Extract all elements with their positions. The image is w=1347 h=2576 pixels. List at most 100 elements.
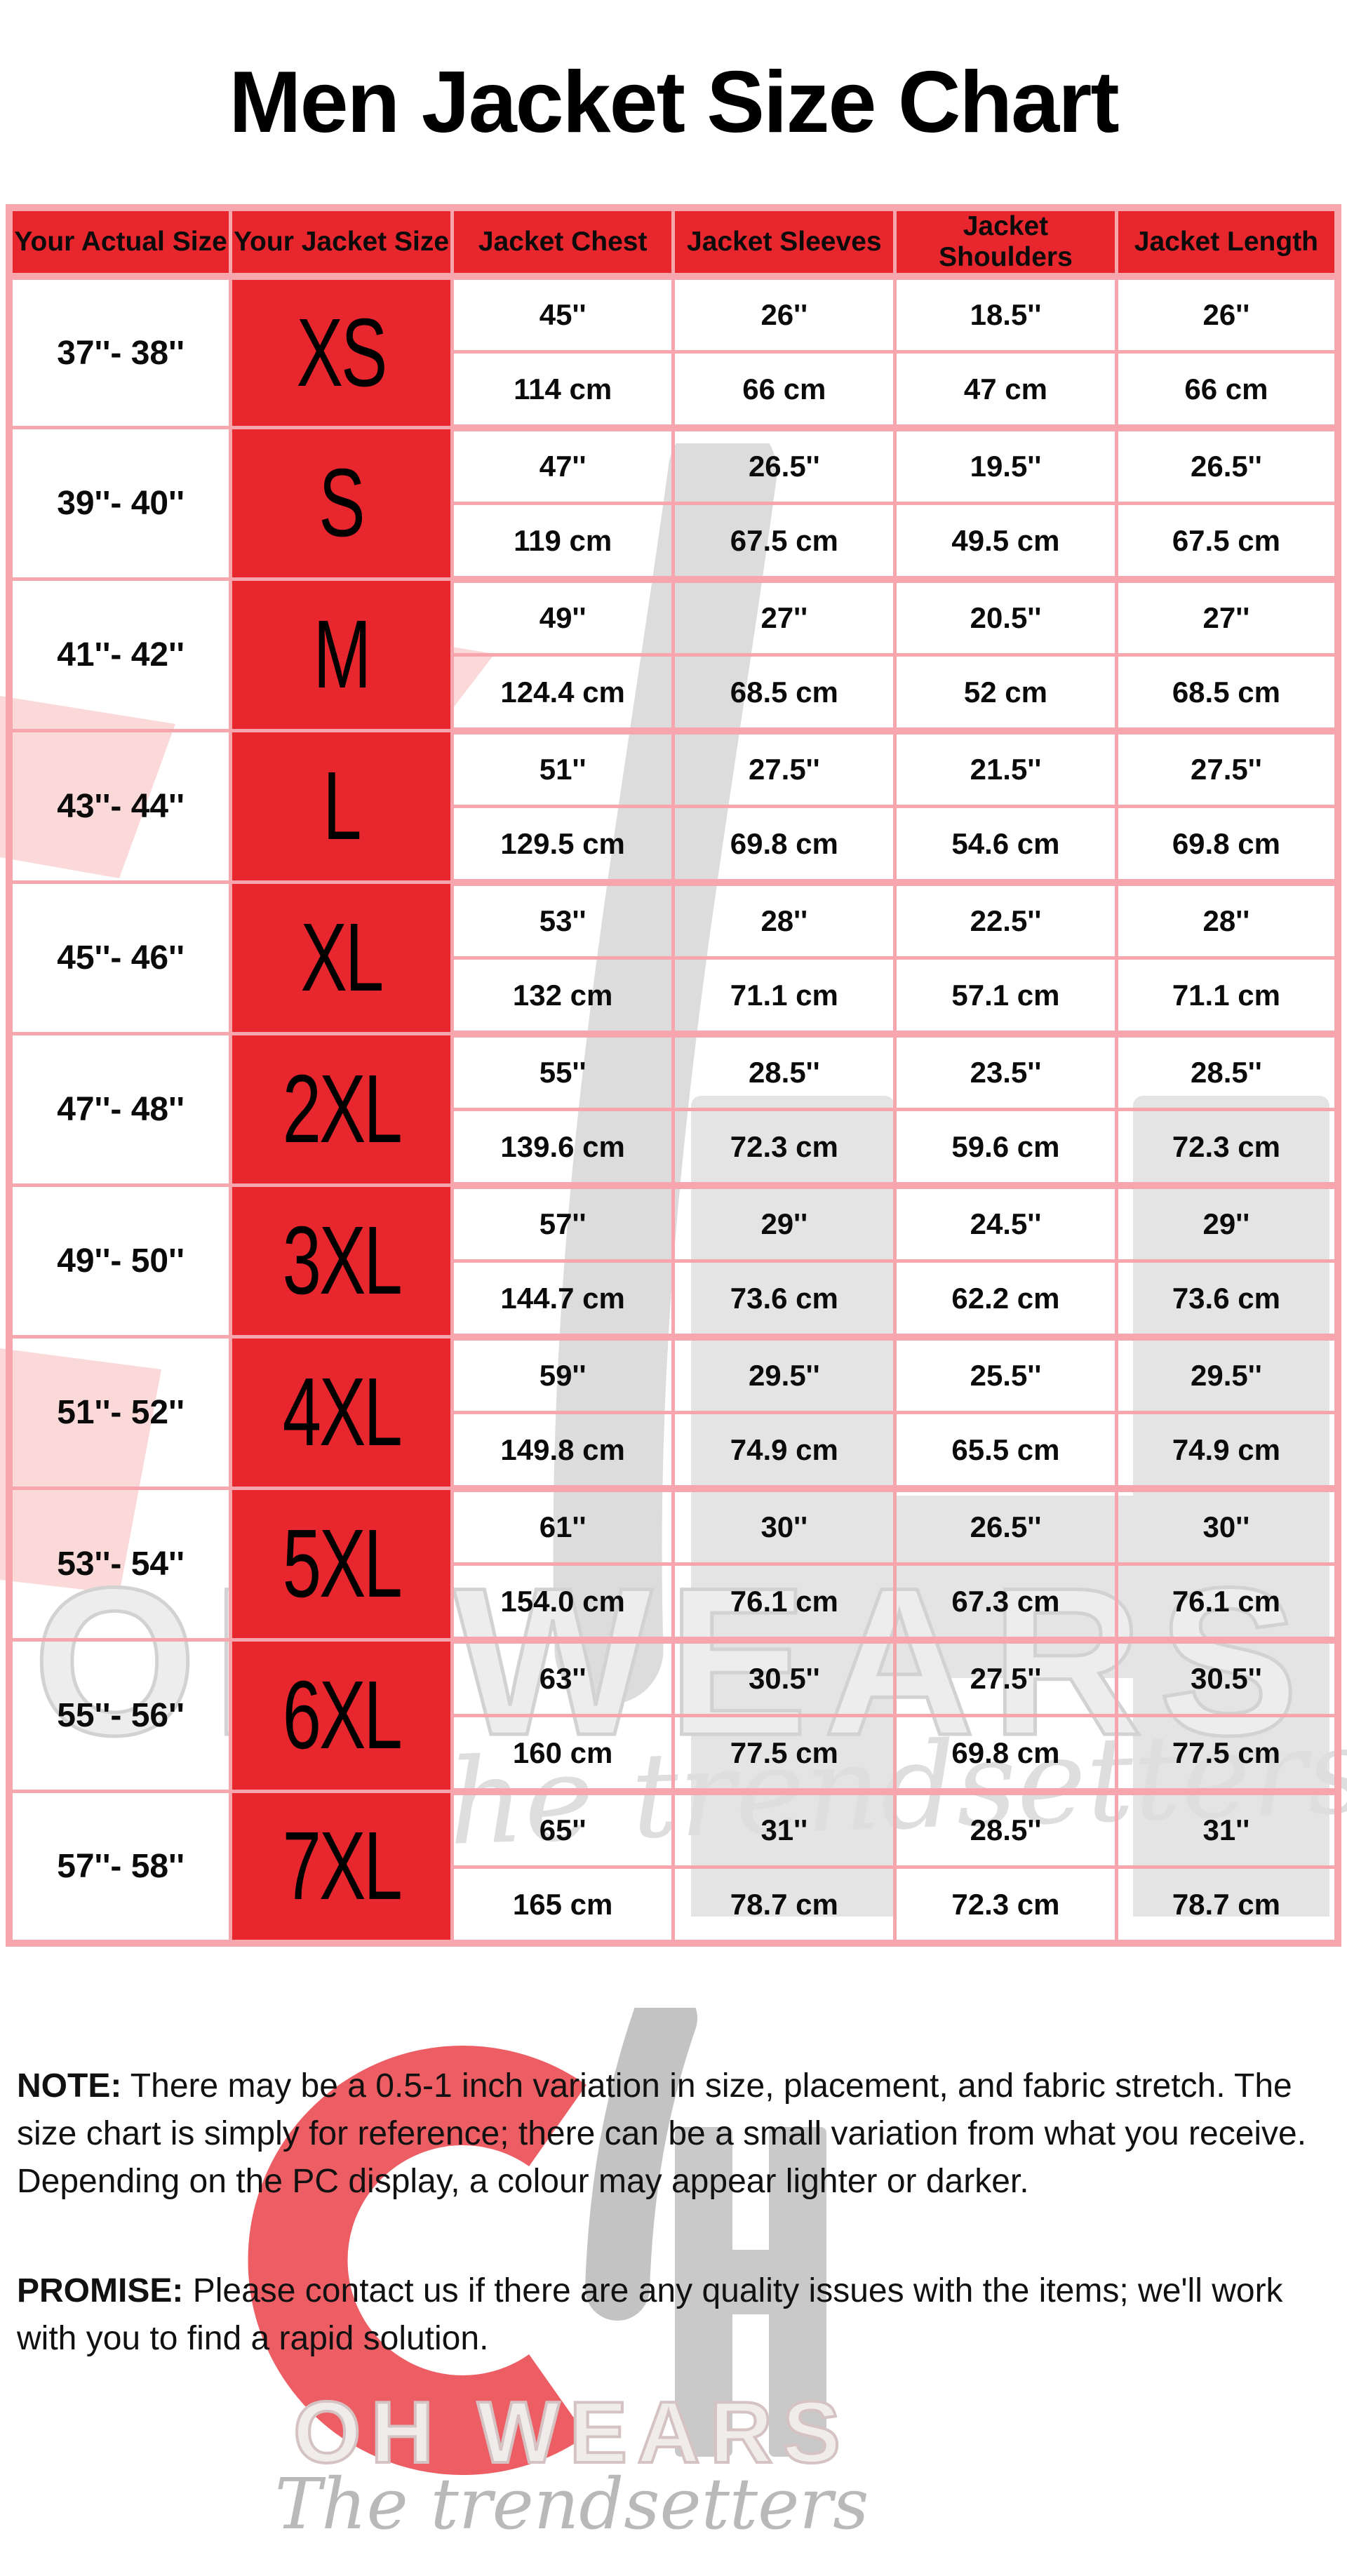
measurement-cm-cell: 71.1 cm: [1114, 956, 1340, 1038]
measurement-cm-cell: 68.5 cm: [671, 653, 897, 734]
measurement-cm-cell: 77.5 cm: [671, 1714, 897, 1795]
page-title: Men Jacket Size Chart: [229, 54, 1119, 151]
measurement-inches-cell: 19.5'': [893, 426, 1118, 506]
measurement-inches-cell: 21.5'': [893, 729, 1118, 809]
measurement-inches-cell: 30.5'': [671, 1638, 897, 1718]
column-header-jacket-chest: Jacket Chest: [450, 203, 676, 280]
measurement-cm-cell: 66 cm: [1114, 350, 1340, 431]
actual-size-cell: 51''- 52'': [7, 1335, 233, 1491]
measurement-cm-cell: 72.3 cm: [1114, 1108, 1340, 1189]
measurement-inches-cell: 29.5'': [671, 1335, 897, 1415]
size-chart-table: Your Actual Size Your Jacket Size Jacket…: [6, 203, 1341, 1947]
measurement-cm-cell: 49.5 cm: [893, 502, 1118, 583]
size-row-inches: 39''- 40'' S 47'' 26.5'' 19.5'' 26.5'': [7, 426, 1340, 582]
jacket-size-label: M: [313, 601, 372, 709]
column-header-actual-size: Your Actual Size: [7, 203, 233, 280]
measurement-inches-cell: 27.5'': [893, 1638, 1118, 1718]
measurement-cm-cell: 73.6 cm: [1114, 1259, 1340, 1341]
measurement-inches-cell: 20.5'': [893, 577, 1118, 657]
note-label: NOTE:: [17, 2067, 122, 2105]
measurement-cm-cell: 119 cm: [450, 502, 676, 583]
jacket-size-cell: M: [229, 577, 454, 733]
measurement-inches-cell: 18.5'': [893, 274, 1118, 354]
jacket-size-label: 3XL: [282, 1207, 402, 1315]
measurement-inches-cell: 29.5'': [1114, 1335, 1340, 1415]
size-row-inches: 53''- 54'' 5XL 61'' 30'' 26.5'' 30'': [7, 1487, 1340, 1642]
measurement-inches-cell: 27'': [1114, 577, 1340, 657]
measurement-inches-cell: 28'': [1114, 880, 1340, 960]
measurement-inches-cell: 31'': [1114, 1790, 1340, 1870]
size-table-header: Your Actual Size Your Jacket Size Jacket…: [7, 203, 1340, 280]
measurement-inches-cell: 45'': [450, 274, 676, 354]
measurement-inches-cell: 28.5'': [671, 1032, 897, 1112]
measurement-cm-cell: 67.3 cm: [893, 1562, 1118, 1644]
measurement-cm-cell: 74.9 cm: [671, 1411, 897, 1492]
jacket-size-cell: 2XL: [229, 1032, 454, 1188]
measurement-inches-cell: 31'': [671, 1790, 897, 1870]
jacket-size-label: 2XL: [282, 1055, 402, 1164]
measurement-cm-cell: 154.0 cm: [450, 1562, 676, 1644]
promise-paragraph: PROMISE: Please contact us if there are …: [17, 2267, 1330, 2363]
measurement-inches-cell: 26'': [1114, 274, 1340, 354]
measurement-inches-cell: 30.5'': [1114, 1638, 1340, 1718]
note-paragraph: NOTE: There may be a 0.5-1 inch variatio…: [17, 2062, 1330, 2206]
measurement-inches-cell: 27.5'': [671, 729, 897, 809]
size-row-inches: 57''- 58'' 7XL 65'' 31'' 28.5'' 31'': [7, 1790, 1340, 1945]
measurement-cm-cell: 47 cm: [893, 350, 1118, 431]
measurement-cm-cell: 139.6 cm: [450, 1108, 676, 1189]
promise-text: Please contact us if there are any quali…: [17, 2272, 1283, 2358]
column-header-jacket-shoulders: Jacket Shoulders: [893, 203, 1118, 280]
actual-size-cell: 37''- 38'': [7, 274, 233, 430]
actual-size-cell: 41''- 42'': [7, 577, 233, 733]
measurement-inches-cell: 63'': [450, 1638, 676, 1718]
measurement-cm-cell: 52 cm: [893, 653, 1118, 734]
actual-size-cell: 45''- 46'': [7, 880, 233, 1036]
measurement-inches-cell: 28'': [671, 880, 897, 960]
column-header-jacket-sleeves: Jacket Sleeves: [671, 203, 897, 280]
measurement-inches-cell: 51'': [450, 729, 676, 809]
measurement-inches-cell: 28.5'': [893, 1790, 1118, 1870]
jacket-size-cell: L: [229, 729, 454, 885]
watermark-tagline-text: The trendsetters: [275, 2463, 869, 2545]
jacket-size-label: 6XL: [282, 1661, 402, 1770]
measurement-cm-cell: 54.6 cm: [893, 805, 1118, 886]
size-row-cm: 114 cm 66 cm 47 cm 66 cm: [9, 350, 1340, 431]
actual-size-cell: 55''- 56'': [7, 1638, 233, 1794]
measurement-inches-cell: 23.5'': [893, 1032, 1118, 1112]
measurement-inches-cell: 26.5'': [893, 1487, 1118, 1567]
jacket-size-cell: 5XL: [229, 1487, 454, 1642]
jacket-size-cell: S: [229, 426, 454, 582]
measurement-cm-cell: 59.6 cm: [893, 1108, 1118, 1189]
measurement-inches-cell: 26.5'': [671, 426, 897, 506]
measurement-inches-cell: 26.5'': [1114, 426, 1340, 506]
measurement-cm-cell: 69.8 cm: [1114, 805, 1340, 886]
measurement-cm-cell: 72.3 cm: [893, 1865, 1118, 1947]
measurement-inches-cell: 59'': [450, 1335, 676, 1415]
jacket-size-label: XL: [300, 904, 384, 1012]
size-row-inches: 37''- 38'' XS 45'' 26'' 18.5'' 26'': [7, 274, 1340, 430]
jacket-size-cell: XL: [229, 880, 454, 1036]
measurement-cm-cell: 149.8 cm: [450, 1411, 676, 1492]
measurement-cm-cell: 124.4 cm: [450, 653, 676, 734]
measurement-cm-cell: 76.1 cm: [1114, 1562, 1340, 1644]
measurement-inches-cell: 27'': [671, 577, 897, 657]
actual-size-cell: 43''- 44'': [7, 729, 233, 885]
jacket-size-label: 4XL: [282, 1358, 402, 1467]
measurement-inches-cell: 26'': [671, 274, 897, 354]
measurement-cm-cell: 74.9 cm: [1114, 1411, 1340, 1492]
watermark-brand-text: OH WEARS: [293, 2384, 850, 2481]
measurement-inches-cell: 29'': [1114, 1183, 1340, 1263]
jacket-size-cell: 7XL: [229, 1790, 454, 1945]
measurement-cm-cell: 71.1 cm: [671, 956, 897, 1038]
measurement-cm-cell: 67.5 cm: [671, 502, 897, 583]
measurement-inches-cell: 53'': [450, 880, 676, 960]
measurement-inches-cell: 57'': [450, 1183, 676, 1263]
measurement-cm-cell: 65.5 cm: [893, 1411, 1118, 1492]
size-row-inches: 45''- 46'' XL 53'' 28'' 22.5'' 28'': [7, 880, 1340, 1036]
measurement-cm-cell: 144.7 cm: [450, 1259, 676, 1341]
measurement-cm-cell: 69.8 cm: [671, 805, 897, 886]
jacket-size-label: 5XL: [282, 1510, 402, 1618]
measurement-inches-cell: 65'': [450, 1790, 676, 1870]
measurement-cm-cell: 78.7 cm: [671, 1865, 897, 1947]
size-row-inches: 49''- 50'' 3XL 57'' 29'' 24.5'' 29'': [7, 1183, 1340, 1339]
